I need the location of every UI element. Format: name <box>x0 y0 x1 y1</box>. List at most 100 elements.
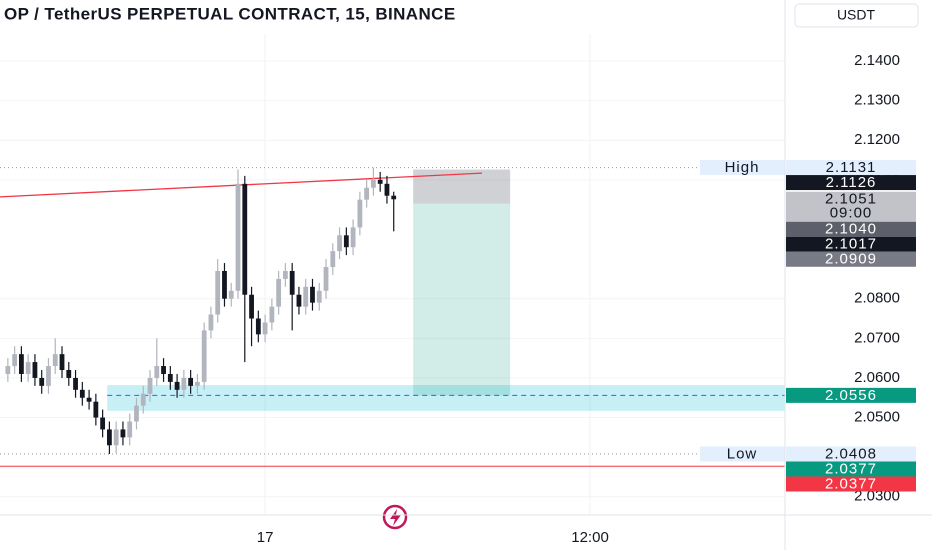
price-label: 2.0408 <box>825 445 877 462</box>
candle-body <box>350 227 356 248</box>
price-label: 2.1051 <box>825 191 877 208</box>
y-tick-label: 2.0600 <box>854 369 900 386</box>
y-tick-label: 2.0700 <box>854 329 900 346</box>
y-tick-label: 2.0300 <box>854 488 900 505</box>
candle-body <box>113 429 119 446</box>
position-target <box>413 203 511 396</box>
candle-body <box>337 235 342 252</box>
candle-body <box>5 366 11 374</box>
candle-body <box>242 183 248 295</box>
y-tick-label: 2.0800 <box>854 290 900 307</box>
candle-body <box>181 377 187 390</box>
currency-button[interactable] <box>794 3 919 28</box>
candle-body <box>377 179 383 184</box>
candle-body <box>106 429 112 446</box>
candle-body <box>174 381 180 390</box>
candle-body <box>276 278 282 307</box>
price-label-box <box>786 251 916 267</box>
candle-body <box>316 290 322 303</box>
candle-body <box>66 370 72 378</box>
currency-button-label[interactable]: USDT <box>837 7 876 23</box>
candle-body <box>323 267 329 291</box>
candle-body <box>249 294 254 319</box>
candle-body <box>12 354 18 367</box>
candle-body <box>255 318 261 335</box>
candle-body <box>134 405 139 422</box>
x-tick-label: 12:00 <box>571 529 609 546</box>
note-label: Low <box>727 445 758 462</box>
candle-body <box>25 362 31 374</box>
candle-body <box>296 294 302 307</box>
price-label-box <box>786 446 916 462</box>
candle-body <box>228 290 234 299</box>
price-label-box <box>786 160 916 176</box>
price-label: 2.1131 <box>826 159 877 176</box>
note-label: High <box>725 159 760 176</box>
candle-body <box>303 286 309 307</box>
candle-body <box>52 354 58 367</box>
candle-body <box>269 306 275 323</box>
candle-body <box>201 330 207 382</box>
candle-body <box>100 417 106 430</box>
candle-body <box>364 187 370 200</box>
y-tick-label: 2.0500 <box>854 409 900 426</box>
candle-body <box>18 354 24 374</box>
price-label: 2.0377 <box>825 460 877 477</box>
price-label-box <box>786 476 916 492</box>
candle-body <box>262 322 268 335</box>
candle-body <box>330 251 336 268</box>
price-label: 2.0909 <box>825 251 877 268</box>
price-axis: 2.14002.13002.12002.11002.08002.07002.06… <box>700 52 916 505</box>
candle-body <box>120 429 126 438</box>
candle-body <box>222 270 227 299</box>
candle-body <box>235 183 241 291</box>
countdown: 09:00 <box>830 205 873 222</box>
candle-body <box>147 377 153 394</box>
candle-body <box>283 270 288 279</box>
candle-body <box>357 199 363 228</box>
candle-body <box>289 270 295 295</box>
watermark-logo <box>382 504 408 530</box>
candle-body <box>391 195 397 200</box>
y-tick-label: 2.1300 <box>854 92 900 109</box>
price-label: 2.1040 <box>825 221 877 238</box>
candle-body <box>59 354 65 371</box>
candle-body <box>93 401 99 418</box>
candle-body <box>310 286 315 303</box>
candle-body <box>343 235 349 248</box>
note-box <box>700 160 785 176</box>
candle-body <box>86 397 92 402</box>
price-label: 2.1126 <box>826 174 877 191</box>
candle-body <box>39 377 45 386</box>
candle-body <box>208 314 214 331</box>
zone <box>107 385 785 411</box>
candle-body <box>195 381 200 386</box>
candle-body <box>73 377 78 390</box>
y-tick-label: 2.1400 <box>854 52 900 69</box>
price-label-box <box>786 461 916 477</box>
candle-body <box>140 393 146 406</box>
candle-body <box>46 366 51 386</box>
price-label-box <box>786 236 916 252</box>
price-label-box <box>786 387 916 403</box>
chart-title: OP / TetherUS PERPETUAL CONTRACT, 15, BI… <box>4 4 456 23</box>
price-label-box <box>786 175 916 191</box>
price-label: 2.1017 <box>825 236 877 253</box>
y-tick-label: 2.1200 <box>854 131 900 148</box>
candle-body <box>188 377 194 386</box>
candle-body <box>215 270 221 315</box>
candle-body <box>154 366 160 378</box>
price-label: 2.0377 <box>825 475 877 492</box>
price-label: 2.0556 <box>825 387 877 404</box>
plot-area <box>0 0 785 515</box>
candle-body <box>32 362 38 378</box>
candle-body <box>371 179 376 188</box>
candle-body <box>384 183 390 196</box>
candle-body <box>127 421 133 438</box>
candle-body <box>79 389 85 398</box>
x-tick-label: 17 <box>257 529 274 546</box>
trendline <box>0 172 483 198</box>
candle-body <box>161 366 166 374</box>
